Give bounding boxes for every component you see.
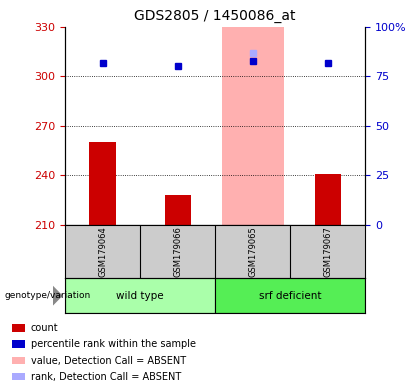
- Bar: [222, 27, 284, 225]
- Text: value, Detection Call = ABSENT: value, Detection Call = ABSENT: [31, 356, 186, 366]
- Bar: [315, 174, 341, 225]
- Title: GDS2805 / 1450086_at: GDS2805 / 1450086_at: [134, 9, 296, 23]
- Text: count: count: [31, 323, 58, 333]
- Bar: [13, 373, 24, 381]
- Bar: [165, 195, 191, 225]
- Text: GSM179067: GSM179067: [323, 226, 332, 277]
- Text: wild type: wild type: [116, 291, 164, 301]
- Bar: [13, 340, 24, 348]
- Bar: [65, 278, 215, 313]
- Text: GSM179065: GSM179065: [248, 226, 257, 277]
- Bar: [215, 278, 365, 313]
- Text: percentile rank within the sample: percentile rank within the sample: [31, 339, 196, 349]
- Text: GSM179066: GSM179066: [173, 226, 182, 277]
- Text: rank, Detection Call = ABSENT: rank, Detection Call = ABSENT: [31, 372, 181, 382]
- Text: GSM179064: GSM179064: [98, 226, 107, 277]
- Bar: [13, 324, 24, 332]
- Text: genotype/variation: genotype/variation: [4, 291, 90, 300]
- Polygon shape: [52, 286, 62, 305]
- Bar: [89, 142, 116, 225]
- Bar: [13, 357, 24, 364]
- Text: srf deficient: srf deficient: [259, 291, 322, 301]
